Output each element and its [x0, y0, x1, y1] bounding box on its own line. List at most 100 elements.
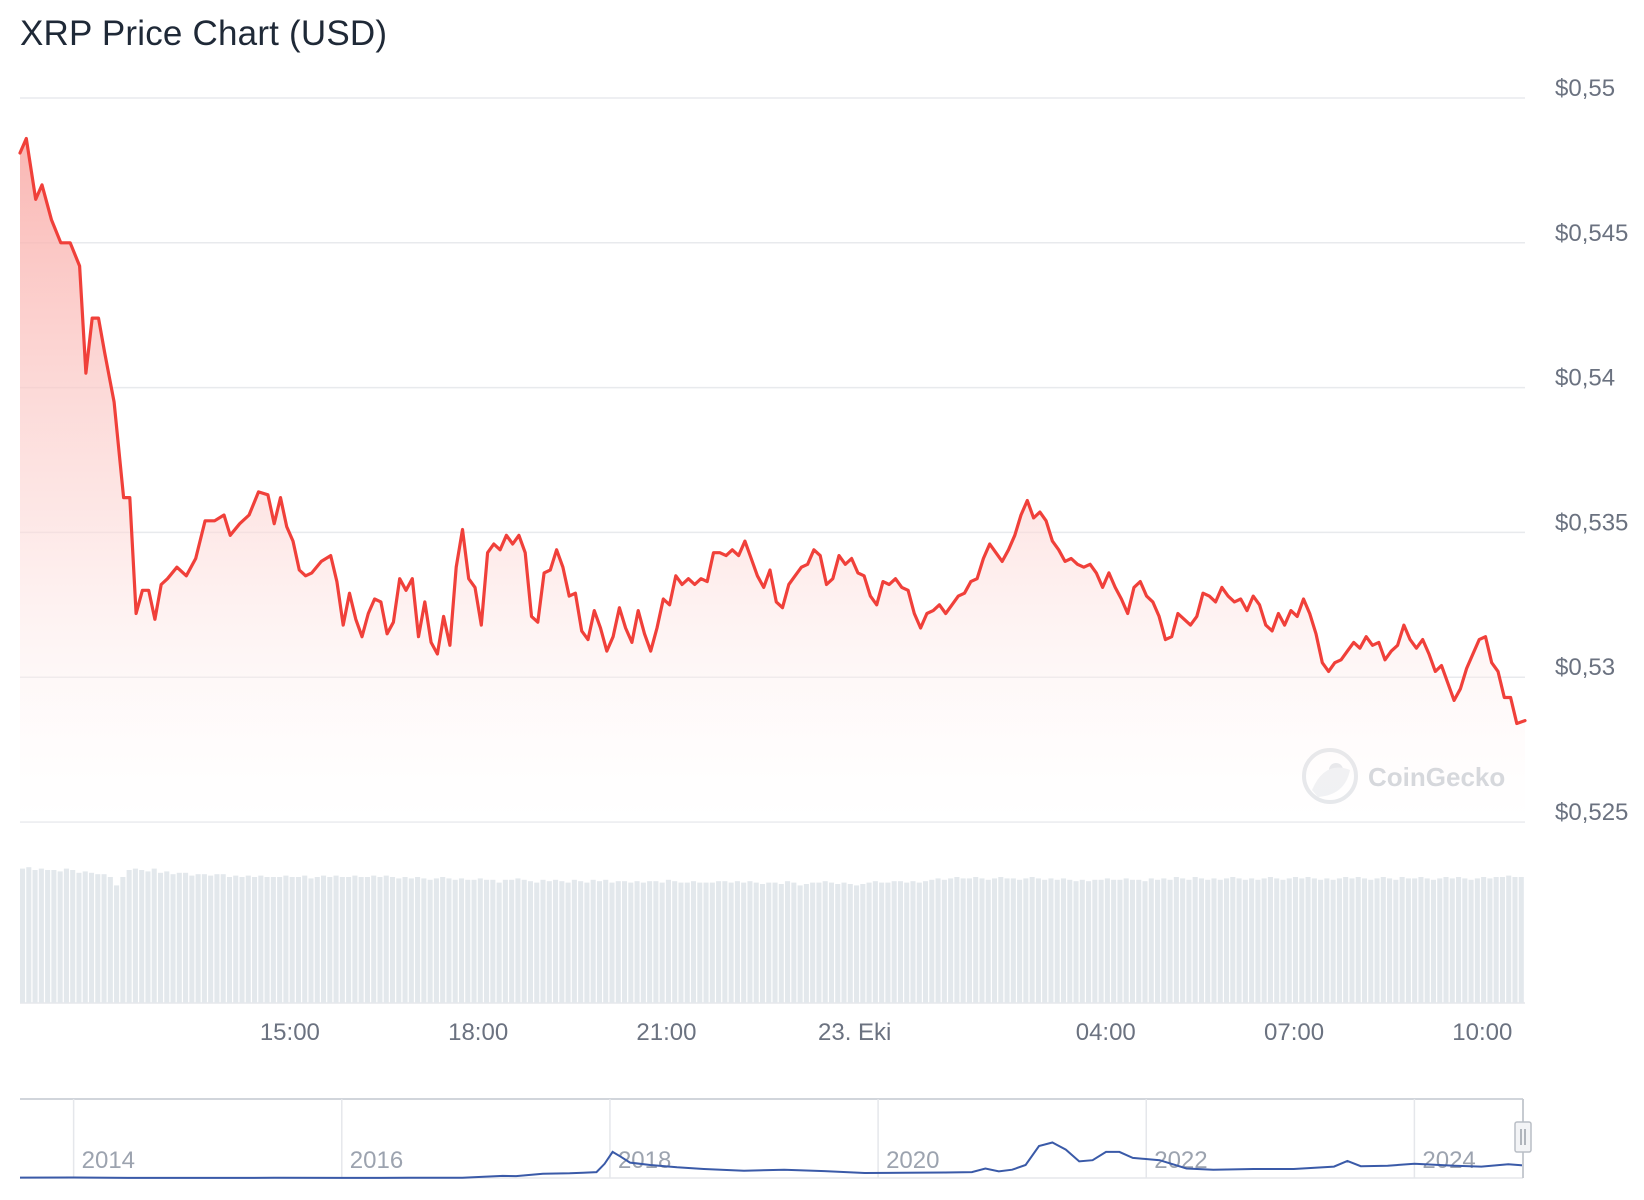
volume-bar: [603, 879, 609, 1003]
volume-bar: [728, 882, 734, 1003]
volume-bar: [314, 877, 320, 1003]
x-axis-ticks: 15:00 18:00 21:00 23. Eki 04:00 07:00 10:00: [20, 1002, 1525, 1046]
volume-bar: [628, 882, 634, 1003]
volume-bar: [1305, 877, 1311, 1003]
volume-bar: [1173, 877, 1179, 1003]
navigator-tick-label: 2020: [886, 1147, 939, 1174]
volume-bar: [1261, 878, 1267, 1003]
volume-bar: [1430, 879, 1437, 1003]
volume-bar: [1512, 877, 1518, 1003]
volume-bar: [45, 870, 51, 1003]
volume-bar: [1443, 877, 1449, 1003]
volume-bar: [747, 881, 753, 1003]
volume-bar: [421, 878, 427, 1003]
volume-bar: [176, 872, 182, 1003]
volume-bar: [302, 875, 308, 1003]
y-tick-label: $0,525: [1555, 799, 1628, 826]
volume-bar: [183, 872, 189, 1003]
volume-bar: [339, 877, 345, 1003]
volume-bar: [427, 879, 433, 1003]
volume-bar: [289, 877, 295, 1003]
volume-bar: [214, 874, 220, 1003]
time-navigator[interactable]: 2014 2016 2018 2020 2022 2024: [19, 1098, 1532, 1179]
volume-bar: [891, 881, 897, 1003]
volume-bar: [509, 879, 515, 1003]
volume-bar: [352, 875, 358, 1003]
volume-bar: [277, 877, 283, 1003]
volume-bar: [157, 872, 164, 1003]
navigator-tick-label: 2024: [1422, 1147, 1475, 1174]
volume-bar: [1405, 878, 1411, 1003]
volume-bar: [1462, 878, 1468, 1003]
volume-bar: [1123, 878, 1129, 1003]
y-tick-label: $0,55: [1555, 75, 1615, 102]
volume-bar: [1255, 879, 1261, 1003]
price-series[interactable]: [18, 136, 1527, 823]
volume-bar: [916, 882, 922, 1003]
volume-bar: [20, 868, 26, 1003]
volume-bar: [208, 875, 214, 1003]
volume-bar: [321, 875, 327, 1003]
volume-bar: [220, 874, 226, 1003]
volume-bar: [1086, 881, 1092, 1003]
volume-bar: [1506, 875, 1512, 1003]
volume-bar: [1224, 878, 1230, 1003]
volume-bar: [1380, 877, 1386, 1003]
volume-bar: [678, 882, 684, 1003]
volume-bar: [991, 878, 998, 1003]
volume-bar: [684, 882, 690, 1003]
volume-bar: [82, 871, 88, 1003]
volume-bar: [107, 877, 113, 1003]
volume-bar: [640, 882, 646, 1003]
volume-bar: [1010, 878, 1016, 1003]
volume-bar: [860, 884, 866, 1003]
volume-bar: [1361, 878, 1368, 1003]
volume-bar: [1117, 879, 1123, 1003]
volume-bar: [1418, 877, 1424, 1003]
volume-bar: [164, 871, 170, 1003]
volume-bar: [114, 885, 120, 1003]
volume-bar: [1474, 878, 1480, 1003]
y-tick-label: $0,53: [1555, 654, 1615, 681]
volume-bar: [201, 874, 207, 1003]
volume-bar: [703, 882, 709, 1003]
volume-bar: [1249, 878, 1255, 1003]
volume-bar: [1186, 879, 1192, 1003]
volume-bar: [139, 870, 145, 1003]
volume-bar: [452, 879, 458, 1003]
volume-bar: [377, 877, 383, 1003]
volume-bar: [1456, 877, 1462, 1003]
price-line[interactable]: [18, 136, 1527, 726]
volume-bar: [734, 881, 740, 1003]
volume-bar: [170, 874, 176, 1003]
volume-bar: [1023, 878, 1029, 1003]
volume-bar: [822, 881, 828, 1003]
volume-bar: [76, 872, 82, 1003]
volume-bar: [32, 870, 38, 1003]
navigator-tick-label: 2014: [82, 1147, 135, 1174]
volume-bar: [709, 882, 715, 1003]
volume-bar: [1142, 881, 1148, 1003]
volume-bar: [759, 884, 766, 1003]
volume-bar: [534, 882, 540, 1003]
volume-bar: [609, 882, 615, 1003]
volume-bar: [101, 874, 107, 1003]
volume-bar: [841, 882, 847, 1003]
volume-bar: [879, 882, 885, 1003]
volume-bar: [1136, 879, 1142, 1003]
chart-title: XRP Price Chart (USD): [20, 14, 388, 53]
volume-bar: [1481, 877, 1487, 1003]
volume-bar: [1236, 878, 1242, 1003]
volume-bar: [446, 878, 452, 1003]
volume-bar: [402, 877, 408, 1003]
volume-bar: [1343, 877, 1349, 1003]
volume-bar: [553, 879, 559, 1003]
volume-bar: [816, 882, 822, 1003]
navigator-handle[interactable]: [1514, 1121, 1532, 1153]
volume-bar: [433, 878, 439, 1003]
volume-bar: [1330, 879, 1336, 1003]
x-tick-label: 23. Eki: [818, 1019, 891, 1046]
volume-bar: [26, 867, 32, 1003]
volume-bar: [1412, 878, 1418, 1003]
